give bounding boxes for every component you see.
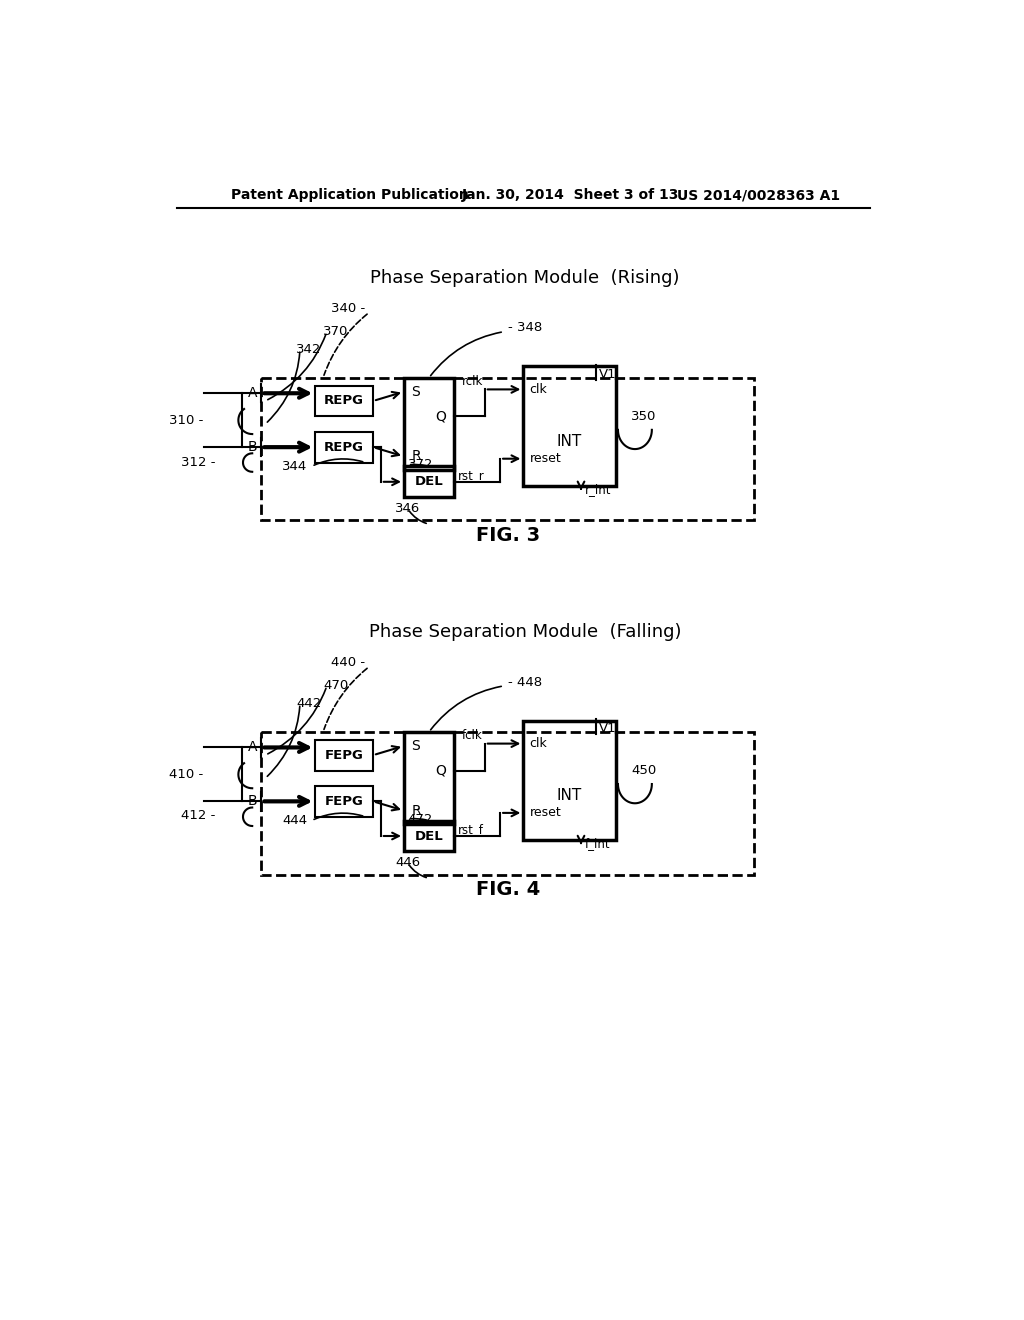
Text: INT: INT xyxy=(557,788,582,803)
Text: REPG: REPG xyxy=(325,441,365,454)
Text: 450: 450 xyxy=(631,764,656,777)
Text: B: B xyxy=(248,440,258,454)
Text: Phase Separation Module  (Rising): Phase Separation Module (Rising) xyxy=(370,269,680,286)
Text: INT: INT xyxy=(557,434,582,449)
Text: clk: clk xyxy=(529,383,547,396)
Text: Jan. 30, 2014  Sheet 3 of 13: Jan. 30, 2014 Sheet 3 of 13 xyxy=(462,189,679,202)
Bar xyxy=(315,432,373,462)
Text: clk: clk xyxy=(529,737,547,750)
Text: R: R xyxy=(412,449,421,463)
Text: FEPG: FEPG xyxy=(325,795,364,808)
Bar xyxy=(403,821,454,851)
Text: Phase Separation Module  (Falling): Phase Separation Module (Falling) xyxy=(369,623,681,642)
Text: FIG. 4: FIG. 4 xyxy=(476,880,540,899)
Text: 350: 350 xyxy=(631,409,656,422)
Text: A: A xyxy=(248,387,258,400)
Bar xyxy=(315,385,373,416)
Text: S: S xyxy=(412,739,421,752)
Text: - 448: - 448 xyxy=(508,676,542,689)
Text: V1: V1 xyxy=(599,367,616,380)
Text: 412 -: 412 - xyxy=(181,809,215,822)
Text: A: A xyxy=(248,741,258,755)
Text: FEPG: FEPG xyxy=(325,748,364,762)
Text: 310 -: 310 - xyxy=(169,413,204,426)
Text: US 2014/0028363 A1: US 2014/0028363 A1 xyxy=(677,189,841,202)
Text: S: S xyxy=(412,384,421,399)
Bar xyxy=(261,733,755,875)
Text: 340 -: 340 - xyxy=(331,302,366,315)
Text: f_int: f_int xyxy=(585,837,610,850)
Text: FIG. 3: FIG. 3 xyxy=(476,527,540,545)
Bar xyxy=(403,466,454,498)
Bar xyxy=(523,721,615,840)
Text: DEL: DEL xyxy=(415,475,443,488)
Text: 344: 344 xyxy=(283,459,307,473)
Text: DEL: DEL xyxy=(415,829,443,842)
Text: 312 -: 312 - xyxy=(181,455,215,469)
Bar xyxy=(523,367,615,486)
Text: 370: 370 xyxy=(323,325,348,338)
Text: R: R xyxy=(412,804,421,817)
Text: fclk: fclk xyxy=(462,730,482,742)
Text: 410 -: 410 - xyxy=(169,768,204,781)
Text: REPG: REPG xyxy=(325,395,365,408)
Bar xyxy=(403,733,454,825)
Text: 440 -: 440 - xyxy=(332,656,366,669)
Bar xyxy=(315,785,373,817)
Text: - 348: - 348 xyxy=(508,321,542,334)
Bar xyxy=(261,378,755,520)
Text: rst_f: rst_f xyxy=(458,824,483,837)
Text: 372: 372 xyxy=(408,458,433,471)
Bar xyxy=(315,739,373,771)
Text: rst_r: rst_r xyxy=(458,469,484,482)
Text: 442: 442 xyxy=(296,697,322,710)
Text: 446: 446 xyxy=(395,857,420,870)
Text: reset: reset xyxy=(529,807,561,820)
Text: 470: 470 xyxy=(323,680,348,693)
Text: V1: V1 xyxy=(599,722,616,735)
Bar xyxy=(403,378,454,470)
Text: 346: 346 xyxy=(395,502,421,515)
Text: Q: Q xyxy=(435,763,446,777)
Text: B: B xyxy=(248,795,258,808)
Text: reset: reset xyxy=(529,453,561,465)
Text: rclk: rclk xyxy=(462,375,483,388)
Text: 342: 342 xyxy=(296,343,322,356)
Text: 444: 444 xyxy=(283,814,307,828)
Text: r_int: r_int xyxy=(585,483,611,496)
Text: 472: 472 xyxy=(408,813,433,825)
Text: Patent Application Publication: Patent Application Publication xyxy=(230,189,468,202)
Text: Q: Q xyxy=(435,409,446,424)
